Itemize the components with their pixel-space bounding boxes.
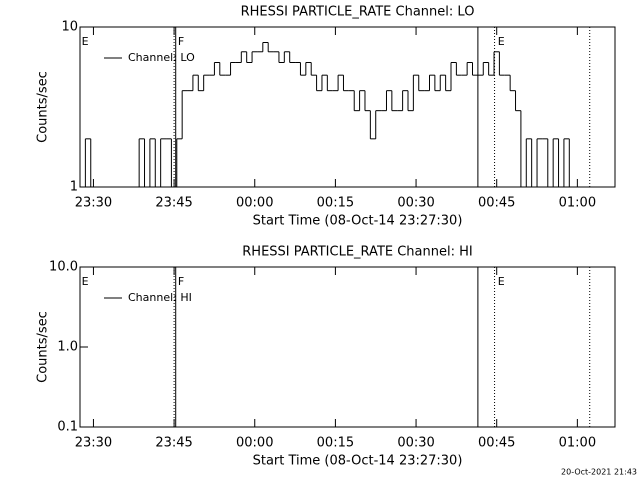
flag-label: E	[82, 35, 89, 48]
flag-label: E	[82, 275, 89, 288]
y-tick-label: 1	[70, 180, 78, 195]
flag-label: E	[498, 35, 505, 48]
y-axis-label: Counts/sec	[36, 311, 51, 383]
legend-label: Channel: LO	[128, 51, 195, 64]
x-axis-label: Start Time (08-Oct-14 23:27:30)	[253, 454, 463, 469]
y-tick-label: 10.0	[49, 260, 78, 275]
chart-title: RHESSI PARTICLE_RATE Channel: HI	[242, 245, 472, 260]
footer-date: 20-Oct-2021 21:43	[561, 468, 637, 477]
y-tick-label: 0.1	[57, 420, 78, 435]
x-axis-label: Start Time (08-Oct-14 23:27:30)	[253, 214, 463, 229]
x-tick-label: 23:45	[155, 196, 192, 211]
x-tick-label: 01:00	[559, 196, 596, 211]
x-tick-label: 00:30	[397, 196, 434, 211]
chart-title: RHESSI PARTICLE_RATE Channel: LO	[241, 5, 475, 20]
flag-label: E	[498, 275, 505, 288]
y-axis-label: Counts/sec	[36, 71, 51, 143]
x-tick-label: 23:45	[155, 436, 192, 451]
x-tick-label: 00:30	[397, 436, 434, 451]
x-tick-label: 00:15	[317, 196, 354, 211]
x-tick-label: 00:00	[236, 196, 273, 211]
y-tick-label: 10	[61, 20, 78, 35]
x-tick-label: 00:00	[236, 436, 273, 451]
x-tick-label: 00:45	[478, 196, 515, 211]
flag-label: F	[178, 275, 184, 288]
y-tick-label: 1.0	[57, 340, 78, 355]
x-tick-label: 23:30	[75, 196, 112, 211]
x-tick-label: 01:00	[559, 436, 596, 451]
flag-label: F	[178, 35, 184, 48]
plot-frame	[79, 26, 616, 188]
x-tick-label: 00:45	[478, 436, 515, 451]
x-tick-label: 00:15	[317, 436, 354, 451]
legend-label: Channel: HI	[128, 291, 192, 304]
x-tick-label: 23:30	[75, 436, 112, 451]
